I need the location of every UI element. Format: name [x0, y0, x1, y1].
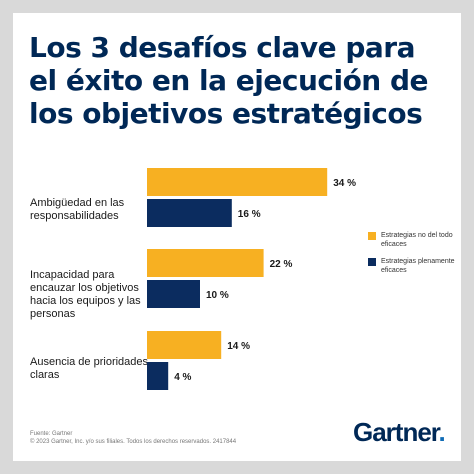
- category-label-ambiguedad: Ambigüedad en las responsabilidades: [30, 197, 125, 222]
- value-label-ambiguedad-eficaces: 16 %: [238, 209, 261, 220]
- value-label-incapacidad-no-eficaces: 22 %: [270, 259, 293, 270]
- legend-label-no-eficaces: Estrategias no del todo eficaces: [381, 232, 453, 248]
- value-label-ambiguedad-no-eficaces: 34 %: [333, 178, 356, 189]
- bar-incapacidad-no-eficaces: [147, 249, 264, 277]
- bar-incapacidad-eficaces: [147, 280, 200, 308]
- legend-item-eficaces: Estrategias plenamente eficaces: [368, 257, 461, 275]
- logo-dot: .: [438, 417, 446, 447]
- infographic-card: Los 3 desafíos clave para el éxito en la…: [13, 13, 461, 461]
- legend-item-no-eficaces: Estrategias no del todo eficaces: [368, 231, 461, 249]
- bar-ambiguedad-no-eficaces: [147, 168, 328, 196]
- logo-text: Gartner: [353, 417, 439, 447]
- bar-chart: 34 % 16 % 22 % 10 % 14 % 4 %: [147, 168, 356, 390]
- legend-swatch-no-eficaces: [368, 232, 376, 240]
- category-label-ausencia: Ausencia de prioridades claras: [30, 356, 149, 381]
- bar-ambiguedad-eficaces: [147, 199, 232, 227]
- value-label-ausencia-no-eficaces: 14 %: [227, 341, 250, 352]
- gartner-logo: Gartner.: [353, 417, 446, 448]
- chart-title: Los 3 desafíos clave para el éxito en la…: [29, 31, 429, 130]
- bar-ausencia-eficaces: [147, 362, 169, 390]
- footer-source: Fuente: Gartner: [30, 431, 73, 437]
- value-label-ausencia-eficaces: 4 %: [174, 372, 191, 383]
- category-label-incapacidad: Incapacidad para encauzar los objetivos …: [30, 269, 141, 320]
- legend-swatch-eficaces: [368, 258, 376, 266]
- legend-label-eficaces: Estrategias plenamente eficaces: [381, 258, 455, 274]
- footer-copyright: © 2023 Gartner, Inc. y/o sus filiales. T…: [30, 439, 237, 445]
- bar-ausencia-no-eficaces: [147, 331, 222, 359]
- value-label-incapacidad-eficaces: 10 %: [206, 290, 229, 301]
